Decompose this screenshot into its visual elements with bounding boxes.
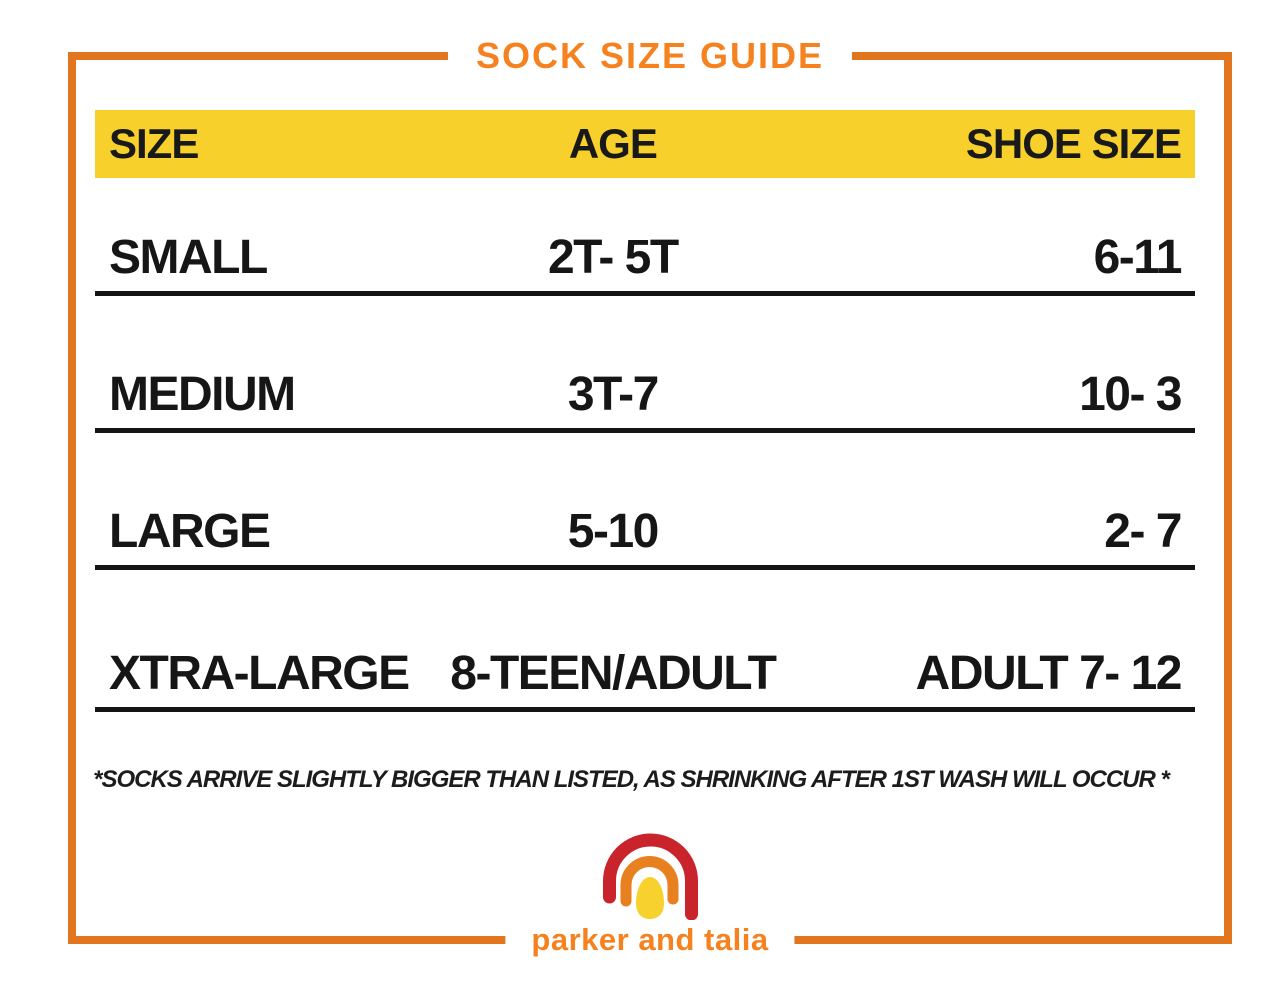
cell-age: 5-10 bbox=[567, 505, 660, 558]
header-shoe-size: SHOE SIZE bbox=[965, 120, 1182, 167]
header-size: SIZE bbox=[109, 120, 199, 167]
cell-shoe-size: ADULT 7- 12 bbox=[915, 647, 1183, 700]
table-row: LARGE 5-10 2- 7 bbox=[95, 433, 1195, 570]
cell-size: XTRA-LARGE bbox=[109, 647, 410, 700]
cell-shoe-size: 10- 3 bbox=[1079, 368, 1182, 421]
brand-logo bbox=[600, 831, 701, 923]
brand-name: parker and talia bbox=[505, 920, 795, 960]
header-age: AGE bbox=[568, 120, 658, 167]
cell-size: MEDIUM bbox=[109, 368, 296, 421]
cell-age: 2T- 5T bbox=[547, 231, 679, 284]
cell-age: 3T-7 bbox=[567, 368, 660, 421]
table-header-row: SIZE AGE SHOE SIZE bbox=[95, 110, 1195, 178]
table-row: XTRA-LARGE 8-TEEN/ADULT ADULT 7- 12 bbox=[95, 570, 1195, 712]
page-title: SOCK SIZE GUIDE bbox=[447, 35, 853, 77]
shrinkage-footnote: *SOCKS ARRIVE SLIGHTLY BIGGER THAN LISTE… bbox=[93, 766, 1170, 793]
cell-size: LARGE bbox=[109, 505, 271, 558]
cell-age: 8-TEEN/ADULT bbox=[450, 647, 777, 700]
rainbow-icon bbox=[603, 833, 698, 921]
table-row: SMALL 2T- 5T 6-11 bbox=[95, 178, 1195, 296]
cell-shoe-size: 6-11 bbox=[1093, 231, 1183, 284]
cell-size: SMALL bbox=[109, 231, 268, 284]
cell-shoe-size: 2- 7 bbox=[1104, 505, 1182, 558]
table-row: MEDIUM 3T-7 10- 3 bbox=[95, 296, 1195, 433]
size-table: SIZE AGE SHOE SIZE SMALL 2T- 5T 6-11 MED… bbox=[95, 110, 1195, 712]
